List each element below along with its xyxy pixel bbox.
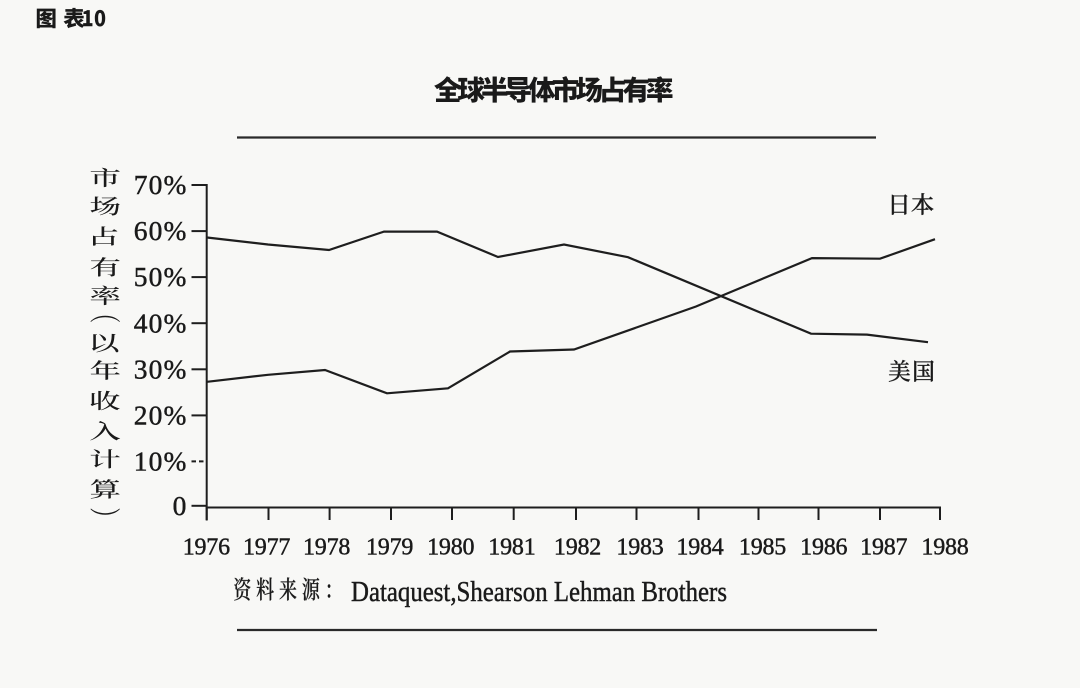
- svg-text:1979: 1979: [366, 535, 413, 561]
- svg-text:40%: 40%: [134, 307, 188, 338]
- svg-text:0: 0: [173, 490, 188, 521]
- svg-text:1985: 1985: [739, 535, 786, 561]
- svg-text:50%: 50%: [134, 261, 188, 292]
- svg-text:60%: 60%: [134, 215, 188, 246]
- svg-text:1981: 1981: [488, 535, 535, 561]
- svg-text:70%: 70%: [134, 169, 188, 200]
- svg-text:1986: 1986: [800, 535, 847, 561]
- svg-text:1980: 1980: [427, 535, 474, 561]
- svg-text:1982: 1982: [554, 535, 601, 561]
- svg-text:20%: 20%: [134, 400, 188, 431]
- svg-text:1987: 1987: [860, 535, 907, 561]
- svg-text:1983: 1983: [616, 535, 663, 561]
- svg-text:10%: 10%: [134, 446, 188, 477]
- svg-text:1988: 1988: [921, 535, 968, 561]
- svg-text:1978: 1978: [303, 535, 350, 561]
- svg-text:30%: 30%: [134, 353, 188, 384]
- svg-text:1976: 1976: [183, 535, 230, 561]
- svg-text:Dataquest,Shearson Lehman Brot: Dataquest,Shearson Lehman Brothers: [351, 576, 727, 608]
- svg-text:1984: 1984: [676, 535, 723, 561]
- svg-text:1977: 1977: [243, 535, 290, 561]
